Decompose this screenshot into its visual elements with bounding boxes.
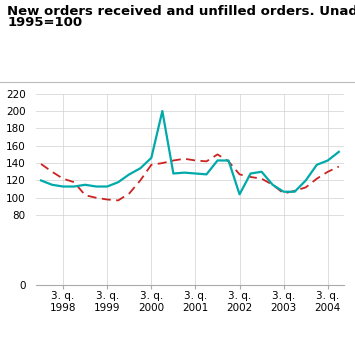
Unfilled orders	[204, 159, 209, 163]
Unfilled orders	[138, 178, 142, 183]
New orders received	[116, 180, 120, 184]
New orders received	[226, 158, 231, 162]
New orders received	[50, 183, 54, 187]
Unfilled orders	[226, 159, 231, 163]
New orders received	[204, 172, 209, 177]
New orders received	[282, 189, 286, 194]
Unfilled orders	[271, 183, 275, 187]
Unfilled orders	[293, 189, 297, 193]
New orders received	[237, 192, 242, 196]
Line: Unfilled orders: Unfilled orders	[41, 154, 339, 201]
Unfilled orders	[304, 185, 308, 189]
New orders received	[138, 166, 142, 170]
Unfilled orders	[116, 198, 120, 203]
New orders received	[304, 178, 308, 183]
New orders received	[326, 158, 330, 162]
Text: 1995=100: 1995=100	[7, 16, 82, 28]
Unfilled orders	[83, 193, 87, 197]
Line: New orders received: New orders received	[41, 111, 339, 194]
Unfilled orders	[182, 157, 186, 161]
Unfilled orders	[50, 170, 54, 174]
New orders received	[248, 171, 253, 176]
New orders received	[94, 185, 98, 189]
Unfilled orders	[237, 172, 242, 177]
Unfilled orders	[61, 177, 65, 181]
Unfilled orders	[337, 164, 341, 169]
New orders received	[127, 172, 131, 177]
New orders received	[83, 183, 87, 187]
New orders received	[61, 185, 65, 189]
Unfilled orders	[72, 180, 76, 184]
Text: New orders received and unfilled orders. Unadjusted.: New orders received and unfilled orders.…	[7, 5, 355, 18]
Unfilled orders	[160, 161, 164, 165]
New orders received	[182, 171, 186, 175]
New orders received	[160, 109, 164, 113]
Unfilled orders	[282, 192, 286, 196]
New orders received	[215, 158, 220, 162]
New orders received	[315, 163, 319, 167]
Unfilled orders	[39, 162, 43, 166]
Unfilled orders	[94, 196, 98, 200]
Unfilled orders	[149, 163, 153, 167]
New orders received	[293, 189, 297, 194]
New orders received	[260, 170, 264, 174]
Unfilled orders	[127, 192, 131, 196]
Unfilled orders	[105, 197, 109, 202]
Unfilled orders	[248, 175, 253, 179]
Unfilled orders	[215, 152, 220, 156]
Unfilled orders	[326, 170, 330, 174]
New orders received	[193, 171, 198, 176]
Unfilled orders	[193, 158, 198, 162]
Unfilled orders	[315, 177, 319, 181]
New orders received	[337, 150, 341, 154]
New orders received	[149, 156, 153, 160]
Unfilled orders	[260, 177, 264, 181]
New orders received	[39, 178, 43, 183]
New orders received	[271, 183, 275, 187]
Unfilled orders	[171, 158, 175, 162]
New orders received	[105, 185, 109, 189]
New orders received	[171, 171, 175, 176]
New orders received	[72, 185, 76, 189]
